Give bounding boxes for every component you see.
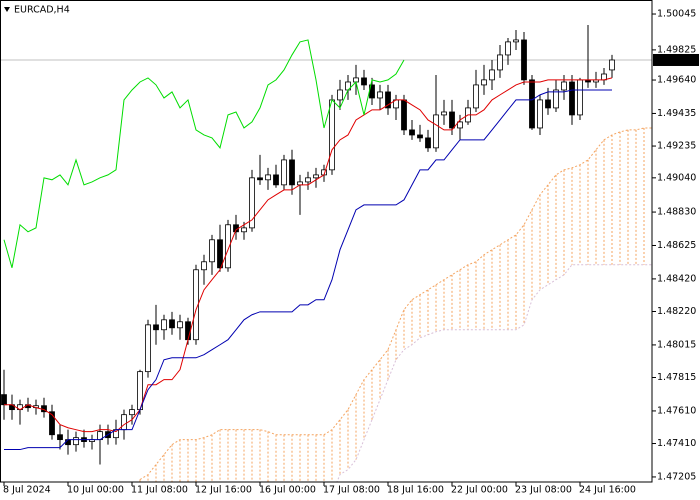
- x-tick-label: 16 Jul 00:00: [259, 485, 316, 496]
- candle-body: [49, 411, 55, 436]
- x-tick-label: 12 Jul 16:00: [195, 485, 252, 496]
- indicator-line: [4, 89, 612, 451]
- candle-body: [361, 77, 367, 86]
- candle-body: [537, 99, 543, 129]
- candle-body: [385, 91, 391, 109]
- candle-body: [561, 81, 567, 91]
- y-tick-label: 1.49435: [657, 108, 696, 119]
- cloud-span-a: [139, 127, 652, 480]
- y-tick-label: 1.47410: [657, 438, 696, 449]
- candle-body: [513, 39, 519, 43]
- y-tick-label: 1.48830: [657, 207, 696, 218]
- candle-body: [457, 121, 463, 129]
- candle-body: [449, 111, 455, 129]
- y-tick-label: 1.49235: [657, 141, 696, 152]
- candle-body: [217, 239, 223, 269]
- candle-body: [497, 54, 503, 71]
- candle-body: [169, 319, 175, 329]
- last-price-label: 1.49763: [657, 54, 696, 65]
- plot-frame: [0, 0, 653, 483]
- y-tick-label: 1.49640: [657, 75, 696, 86]
- x-tick-label: 10 Jul 00:00: [67, 485, 124, 496]
- candle-body: [121, 414, 127, 431]
- y-tick-label: 1.50045: [657, 9, 696, 20]
- candle-body: [329, 99, 335, 171]
- plot-area: [0, 24, 652, 482]
- candle-body: [577, 79, 583, 116]
- candle-body: [145, 324, 151, 373]
- indicator-line: [3, 39, 405, 268]
- y-tick-label: 1.47815: [657, 372, 696, 383]
- candle-body: [129, 409, 135, 416]
- y-tick-label: 1.48220: [657, 306, 696, 317]
- candle-body: [425, 137, 431, 149]
- candle-body: [305, 177, 311, 183]
- candle-body: [545, 99, 551, 109]
- candle-body: [417, 134, 423, 139]
- candle-body: [225, 224, 231, 269]
- candle-body: [401, 99, 407, 131]
- candle-body: [153, 324, 159, 331]
- x-tick-label: 24 Jul 16:00: [579, 485, 636, 496]
- x-tick-label: 8 Jul 2024: [3, 485, 51, 496]
- candle-body: [161, 319, 167, 331]
- x-tick-label: 11 Jul 08:00: [131, 485, 188, 496]
- candle-body: [257, 177, 263, 181]
- candle-body: [489, 69, 495, 81]
- candle-body: [529, 79, 535, 129]
- candle-body: [273, 174, 279, 186]
- candle-body: [57, 434, 63, 441]
- candle-body: [241, 227, 247, 233]
- candle-body: [65, 439, 71, 446]
- y-tick-label: 1.47610: [657, 405, 696, 416]
- y-tick-label: 1.48420: [657, 273, 696, 284]
- x-tick-label: 23 Jul 08:00: [515, 485, 572, 496]
- x-tick-label: 18 Jul 16:00: [387, 485, 444, 496]
- candle-body: [609, 59, 615, 71]
- candle-body: [177, 321, 183, 329]
- candle-body: [313, 174, 319, 179]
- x-tick-label: 22 Jul 00:00: [451, 485, 508, 496]
- y-tick-label: 1.48625: [657, 240, 696, 251]
- candle-body: [409, 129, 415, 136]
- candle-body: [281, 159, 287, 186]
- y-tick-label: 1.47205: [657, 471, 696, 482]
- candle-body: [521, 39, 527, 81]
- last-price-box: [653, 53, 699, 66]
- candle-body: [185, 321, 191, 341]
- candle-body: [73, 437, 79, 446]
- menu-triangle: [4, 7, 10, 12]
- candle-body: [553, 89, 559, 109]
- candle-body: [473, 84, 479, 109]
- candle-body: [209, 239, 215, 263]
- candle-body: [505, 41, 511, 56]
- x-tick-label: 17 Jul 08:00: [323, 485, 380, 496]
- candle-body: [441, 111, 447, 116]
- y-tick-label: 1.49040: [657, 172, 696, 183]
- y-tick-label: 1.49825: [657, 44, 696, 55]
- candle-body: [1, 394, 7, 406]
- indicator-line: [4, 77, 613, 433]
- candle-body: [433, 114, 439, 149]
- y-tick-label: 1.48015: [657, 339, 696, 350]
- candle-body: [249, 177, 255, 229]
- candle-body: [201, 261, 207, 271]
- candle-body: [569, 81, 575, 116]
- candle-body: [337, 89, 343, 101]
- candle-body: [377, 91, 383, 99]
- chart-title: EURCAD,H4: [14, 5, 70, 16]
- candle-body: [265, 174, 271, 181]
- candle-body: [481, 79, 487, 86]
- candle-body: [289, 159, 295, 186]
